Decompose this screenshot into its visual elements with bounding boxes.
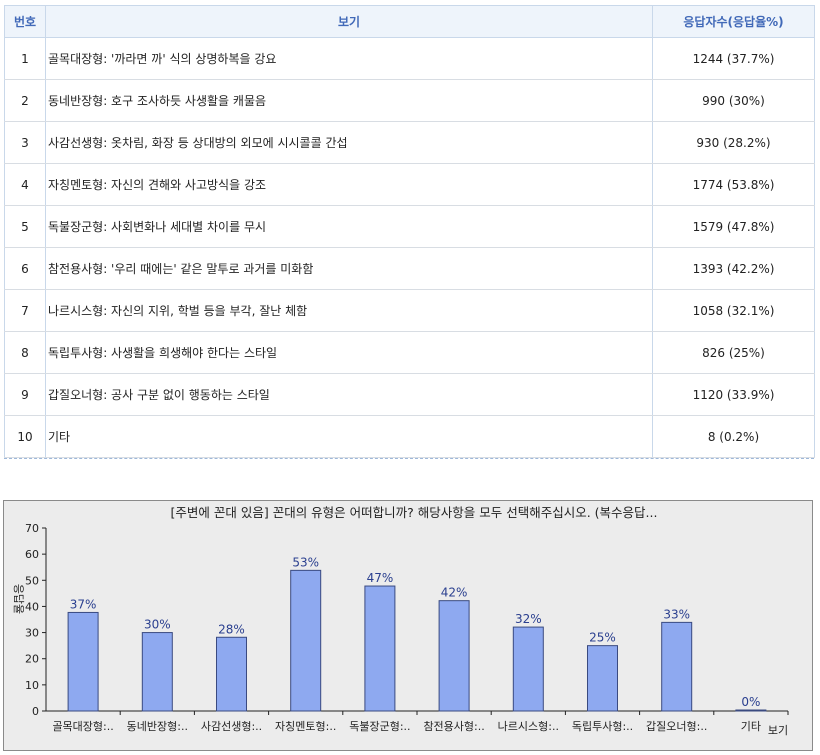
category-label: 기타 xyxy=(741,720,761,733)
row-number: 9 xyxy=(4,373,46,416)
y-tick-label: 40 xyxy=(25,600,39,613)
row-count: 1058 (32.1%) xyxy=(652,289,815,332)
row-count: 1393 (42.2%) xyxy=(652,247,815,290)
data-label: 42% xyxy=(441,586,468,600)
bar-chart-panel: [주변에 꼰대 있음] 꼰대의 유형은 어떠합니까? 해당사항을 모두 선택해주… xyxy=(3,500,813,751)
results-table: 번호 보기 응답자수(응답율%) 1 골목대장형: '까라면 까' 식의 상명하복… xyxy=(4,5,815,458)
y-axis-label: 응답율 xyxy=(12,584,25,614)
table-row: 4 자칭멘토형: 자신의 견해와 사고방식을 강조 1774 (53.8%) xyxy=(4,163,815,206)
row-number: 10 xyxy=(4,415,46,458)
row-option: 자칭멘토형: 자신의 견해와 사고방식을 강조 xyxy=(45,163,653,206)
data-label: 32% xyxy=(515,612,542,626)
category-label: 동네반장형:.. xyxy=(127,720,188,733)
table-row: 9 갑질오너형: 공사 구분 없이 행동하는 스타일 1120 (33.9%) xyxy=(4,373,815,416)
data-label: 47% xyxy=(367,571,394,585)
row-option: 동네반장형: 호구 조사하듯 사생활을 캐물음 xyxy=(45,79,653,122)
bar xyxy=(512,626,544,712)
bar xyxy=(67,611,99,712)
row-count: 826 (25%) xyxy=(652,331,815,374)
data-label: 30% xyxy=(144,618,171,632)
y-tick-label: 30 xyxy=(25,627,39,640)
category-label: 갑질오너형:.. xyxy=(646,720,707,733)
row-count: 1774 (53.8%) xyxy=(652,163,815,206)
row-number: 7 xyxy=(4,289,46,332)
bar xyxy=(290,569,322,712)
category-label: 독립투사형:.. xyxy=(572,720,633,733)
y-tick-label: 60 xyxy=(25,548,39,561)
row-number: 3 xyxy=(4,121,46,164)
y-tick-label: 70 xyxy=(25,522,39,535)
category-label: 독불장군형:.. xyxy=(349,720,410,733)
header-number: 번호 xyxy=(4,5,46,38)
header-option: 보기 xyxy=(45,5,653,38)
row-count: 1579 (47.8%) xyxy=(652,205,815,248)
table-header-row: 번호 보기 응답자수(응답율%) xyxy=(4,5,815,38)
data-label: 0% xyxy=(741,695,760,709)
row-number: 6 xyxy=(4,247,46,290)
data-label: 37% xyxy=(70,597,97,611)
data-label: 53% xyxy=(292,555,319,569)
bar xyxy=(216,636,247,712)
table-row: 1 골목대장형: '까라면 까' 식의 상명하복을 강요 1244 (37.7%) xyxy=(4,37,815,80)
y-axis-label-group: 응답율 xyxy=(12,584,25,614)
data-label: 28% xyxy=(218,622,245,636)
row-count: 8 (0.2%) xyxy=(652,415,815,458)
data-label: 25% xyxy=(589,631,616,645)
row-option: 독립투사형: 사생활을 희생해야 한다는 스타일 xyxy=(45,331,653,374)
table-row: 5 독불장군형: 사회변화나 세대별 차이를 무시 1579 (47.8%) xyxy=(4,205,815,248)
category-label: 골목대장형:.. xyxy=(52,720,113,733)
category-label: 자칭멘토형:.. xyxy=(275,720,336,733)
table-row: 7 나르시스형: 자신의 지위, 학벌 등을 부각, 잘난 체함 1058 (32.… xyxy=(4,289,815,332)
table-row: 2 동네반장형: 호구 조사하듯 사생활을 캐물음 990 (30%) xyxy=(4,79,815,122)
row-count: 930 (28.2%) xyxy=(652,121,815,164)
row-number: 8 xyxy=(4,331,46,374)
bar-chart: [주변에 꼰대 있음] 꼰대의 유형은 어떠합니까? 해당사항을 모두 선택해주… xyxy=(12,505,789,737)
row-number: 1 xyxy=(4,37,46,80)
category-label: 나르시스형:.. xyxy=(498,720,559,733)
row-count: 990 (30%) xyxy=(652,79,815,122)
table-row: 8 독립투사형: 사생활을 희생해야 한다는 스타일 826 (25%) xyxy=(4,331,815,374)
bar xyxy=(587,645,618,712)
y-tick-label: 10 xyxy=(25,679,39,692)
row-number: 5 xyxy=(4,205,46,248)
row-option: 독불장군형: 사회변화나 세대별 차이를 무시 xyxy=(45,205,653,248)
bar xyxy=(661,621,693,712)
table-row: 6 참전용사형: '우리 때에는' 같은 말투로 과거를 미화함 1393 (42.… xyxy=(4,247,815,290)
row-count: 1244 (37.7%) xyxy=(652,37,815,80)
bar xyxy=(364,585,396,712)
row-number: 4 xyxy=(4,163,46,206)
row-number: 2 xyxy=(4,79,46,122)
header-count: 응답자수(응답율%) xyxy=(652,5,815,38)
category-label: 참전용사형:.. xyxy=(423,720,484,733)
table-row: 3 사감선생형: 옷차림, 화장 등 상대방의 외모에 시시콜콜 간섭 930 (2… xyxy=(4,121,815,164)
y-tick-label: 50 xyxy=(25,574,39,587)
row-option: 기타 xyxy=(45,415,653,458)
y-tick-label: 20 xyxy=(25,653,39,666)
row-option: 나르시스형: 자신의 지위, 학벌 등을 부각, 잘난 체함 xyxy=(45,289,653,332)
bar xyxy=(141,632,173,712)
bar xyxy=(735,709,767,712)
chart-title: [주변에 꼰대 있음] 꼰대의 유형은 어떠합니까? 해당사항을 모두 선택해주… xyxy=(171,505,658,520)
table-bottom-divider xyxy=(4,458,814,459)
row-count: 1120 (33.9%) xyxy=(652,373,815,416)
row-option: 참전용사형: '우리 때에는' 같은 말투로 과거를 미화함 xyxy=(45,247,653,290)
row-option: 골목대장형: '까라면 까' 식의 상명하복을 강요 xyxy=(45,37,653,80)
category-label: 사감선생형:.. xyxy=(201,720,262,733)
x-axis-label: 보기 xyxy=(768,724,788,737)
data-label: 33% xyxy=(663,607,690,621)
row-option: 갑질오너형: 공사 구분 없이 행동하는 스타일 xyxy=(45,373,653,416)
bar xyxy=(438,600,470,712)
row-option: 사감선생형: 옷차림, 화장 등 상대방의 외모에 시시콜콜 간섭 xyxy=(45,121,653,164)
y-tick-label: 0 xyxy=(32,705,39,718)
table-row: 10 기타 8 (0.2%) xyxy=(4,415,815,458)
